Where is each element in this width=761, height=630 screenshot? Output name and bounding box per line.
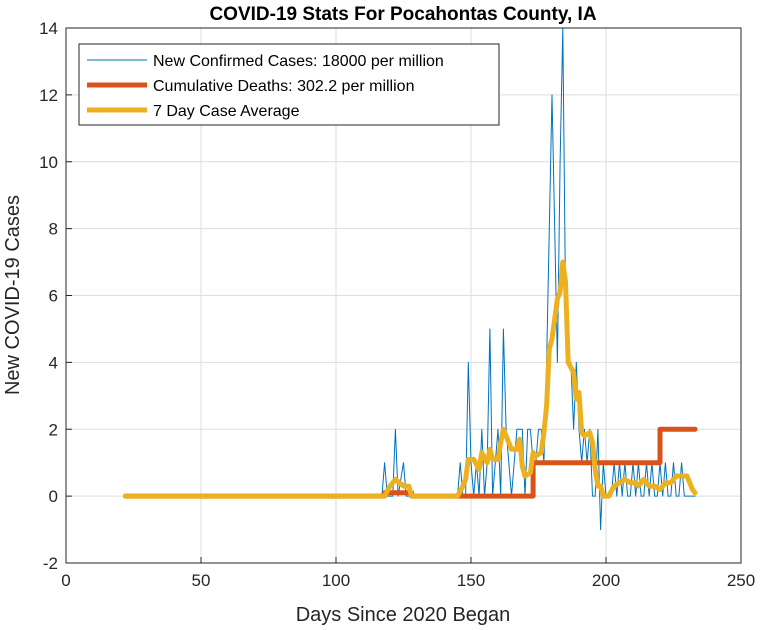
legend-box (78, 43, 500, 126)
y-tick-label: 6 (49, 287, 58, 306)
y-axis-label: New COVID-19 Cases (2, 195, 24, 395)
y-tick-label: 2 (49, 420, 58, 439)
y-tick-label: 12 (39, 86, 58, 105)
y-tick-label: 8 (49, 220, 58, 239)
x-tick-label: 50 (192, 571, 211, 590)
y-tick-label: 10 (39, 153, 58, 172)
x-tick-label: 250 (727, 571, 755, 590)
y-tick-label: -2 (43, 554, 58, 573)
legend-label-7day-average: 7 Day Case Average (153, 103, 300, 120)
x-axis-label: Days Since 2020 Began (296, 604, 511, 626)
x-tick-label: 100 (322, 571, 350, 590)
legend-label-deaths: Cumulative Deaths: 302.2 per million (153, 78, 414, 95)
x-tick-label: 200 (592, 571, 620, 590)
legend: New Confirmed Cases: 18000 per million C… (78, 43, 500, 126)
series-layer (122, 28, 698, 531)
y-tick-label: 0 (49, 487, 58, 506)
y-tick-label: 14 (39, 19, 58, 38)
x-tick-label: 150 (457, 571, 485, 590)
x-tick-label: 0 (61, 571, 70, 590)
chart-title: COVID-19 Stats For Pocahontas County, IA (209, 4, 596, 25)
series-line-7day-average (122, 259, 698, 499)
y-tick-label: 4 (49, 353, 58, 372)
legend-label-new-cases: New Confirmed Cases: 18000 per million (153, 53, 444, 70)
